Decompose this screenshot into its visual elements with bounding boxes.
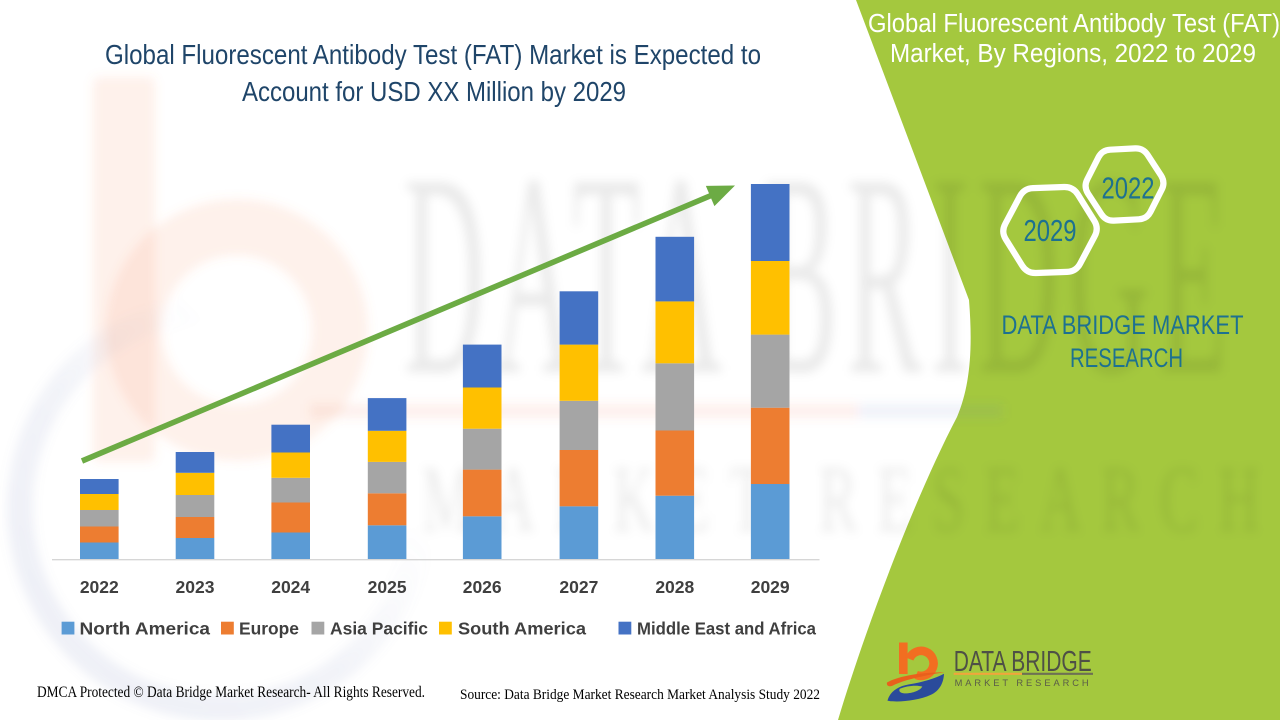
svg-text:2022: 2022 <box>1102 171 1155 206</box>
svg-text:2026: 2026 <box>463 577 502 597</box>
svg-text:2024: 2024 <box>271 577 310 597</box>
svg-text:DATA BRIDGE: DATA BRIDGE <box>954 646 1092 678</box>
svg-text:MARKET RESEARCH: MARKET RESEARCH <box>422 446 1280 552</box>
svg-text:2029: 2029 <box>751 577 790 597</box>
svg-text:2027: 2027 <box>559 577 598 597</box>
svg-text:Global Fluorescent Antibody Te: Global Fluorescent Antibody Test (FAT) M… <box>105 39 761 70</box>
svg-text:DATA BRIDGE MARKET: DATA BRIDGE MARKET <box>1002 310 1244 340</box>
svg-text:Global Fluorescent Antibody Te: Global Fluorescent Antibody Test (FAT) <box>868 10 1280 38</box>
svg-text:DMCA Protected © Data Bridge M: DMCA Protected © Data Bridge Market Rese… <box>37 684 425 701</box>
svg-text:North America: North America <box>80 619 211 639</box>
svg-text:MARKET RESEARCH: MARKET RESEARCH <box>955 678 1092 689</box>
svg-text:2022: 2022 <box>80 577 119 597</box>
svg-text:South America: South America <box>458 619 586 639</box>
svg-text:DATA BRIDGE: DATA BRIDGE <box>404 113 1232 435</box>
svg-text:RESEARCH: RESEARCH <box>1070 343 1183 373</box>
svg-text:2028: 2028 <box>655 577 694 597</box>
svg-text:Middle East and Africa: Middle East and Africa <box>637 619 816 639</box>
svg-text:Market, By Regions, 2022 to 20: Market, By Regions, 2022 to 2029 <box>890 40 1256 68</box>
svg-text:2025: 2025 <box>368 577 407 597</box>
svg-text:2023: 2023 <box>176 577 215 597</box>
svg-text:Source: Data Bridge Market Res: Source: Data Bridge Market Research Mark… <box>460 687 820 703</box>
svg-text:Account for USD XX Million by: Account for USD XX Million by 2029 <box>242 76 626 107</box>
svg-text:Europe: Europe <box>239 619 299 639</box>
svg-text:2029: 2029 <box>1024 213 1077 248</box>
svg-text:Asia Pacific: Asia Pacific <box>330 619 428 639</box>
